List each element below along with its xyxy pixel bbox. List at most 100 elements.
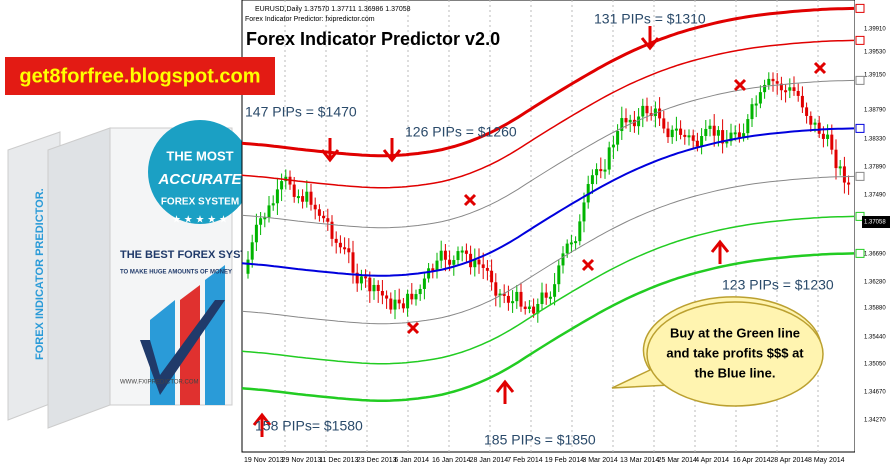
candle [817,122,821,134]
signal-arrow-head [252,412,272,426]
candle [607,147,611,170]
callout-bubble [646,301,824,407]
exit-mark [813,61,827,75]
signal-arrow-head [640,37,660,51]
indicator-band [241,79,855,229]
candle [502,293,506,296]
indicator-band [241,252,855,402]
date-label: 4 Apr 2014 [695,457,729,464]
candle [620,118,624,132]
candle [313,204,317,210]
candle [254,224,258,243]
candle [767,78,771,85]
date-label: 6 Jan 2014 [394,457,429,464]
candle [511,301,515,304]
price-label: 1.35880 [864,306,886,312]
candle [380,290,384,296]
indicator-band [241,6,855,158]
candle [695,140,699,147]
candle [616,131,620,145]
date-label: 23 Dec 2013 [357,457,397,464]
price-axis [855,0,890,467]
candle [481,264,485,268]
candle [473,259,477,268]
price-label: 1.37490 [864,193,886,199]
candle [494,282,498,296]
pips-annotation: 131 PIPs = $1310 [594,11,706,27]
signal-arrow-head [320,149,340,163]
band-marker [855,248,865,258]
candle [800,95,804,108]
candle [716,130,720,136]
subline: TO MAKE HUGE AMOUNTS OF MONEY [120,270,232,276]
indicator-line: Forex Indicator Predictor: fxipredictor.… [245,16,375,23]
indicator-band [241,127,855,277]
candle [847,182,851,185]
date-label: 29 Nov 2013 [282,457,322,464]
price-label: 1.37890 [864,165,886,171]
candle [527,306,531,309]
date-label: 3 Mar 2014 [582,457,618,464]
candle [658,108,662,119]
candle [326,218,330,222]
candle [477,259,481,265]
candle [435,260,439,272]
candle [721,130,725,144]
candle [406,293,410,309]
candle [322,215,326,219]
pips-annotation: 158 PIPs= $1580 [255,418,363,434]
callout-line: Buy at the Green line [670,325,800,340]
candle [712,125,716,136]
candle [645,105,649,114]
candle [775,81,779,84]
candle [653,108,657,116]
pips-annotation: 185 PIPs = $1850 [484,432,596,448]
band-marker [855,171,865,181]
candle [343,247,347,250]
box-side-name-2: FOREX INDICATOR PREDICTOR. [34,188,46,360]
candle [637,116,641,127]
candle [422,278,426,289]
candle [532,306,536,314]
exit-mark [733,78,747,92]
candle [611,144,615,148]
candle [595,169,599,176]
candle [271,203,275,206]
price-label: 1.39150 [864,73,886,79]
candle [708,125,712,129]
candle [250,242,254,260]
candle [523,306,527,309]
tagline: THE BEST FOREX SYSTEM [120,249,264,261]
candle [431,268,435,272]
date-label: 7 Feb 2014 [507,457,543,464]
candle [305,191,309,202]
price-label: 1.34270 [864,418,886,424]
candle [418,288,422,295]
candle [401,303,405,309]
indicator-band [241,175,855,325]
candle [758,92,762,104]
candle [292,184,296,197]
candle [544,292,548,298]
candle [792,87,796,92]
symbol-line: EURUSD,Daily 1.37570 1.37711 1.36986 1.3… [255,6,411,13]
candle [427,268,431,279]
candle [456,251,460,261]
candle [263,217,267,220]
candle [330,221,334,239]
candle [590,175,594,185]
indicator-band [241,215,855,365]
candle [821,133,825,139]
callout-line: the Blue line. [695,365,776,380]
candle [628,119,632,123]
date-label: 19 Nov 2013 [244,457,284,464]
candle [842,166,846,183]
candle [750,104,754,120]
candle [439,250,443,261]
candle [683,134,687,137]
candle [317,209,321,216]
candle [414,294,418,300]
date-label: 13 Mar 2014 [620,457,659,464]
candle [624,118,628,123]
candle [691,135,695,141]
